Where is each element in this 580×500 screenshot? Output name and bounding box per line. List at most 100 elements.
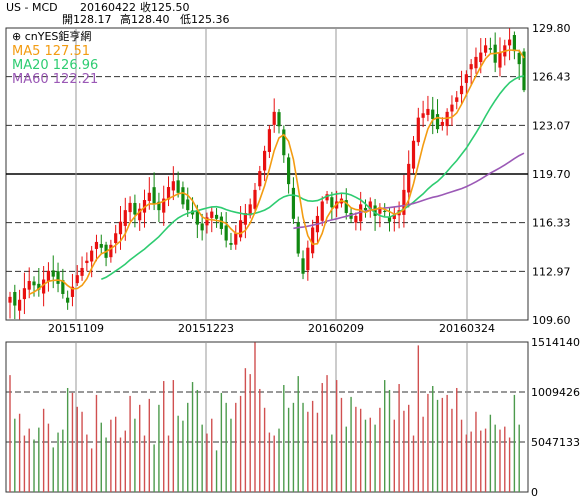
candle-body	[118, 221, 123, 235]
candle-body	[114, 233, 118, 243]
candle-body	[8, 296, 12, 303]
candle-body	[152, 187, 156, 205]
ma-lines	[28, 49, 525, 296]
candle-body	[349, 212, 353, 219]
candle-body	[210, 211, 214, 218]
ma60-line	[293, 152, 525, 230]
open-label: 開128.17	[62, 13, 112, 26]
candle-body	[224, 225, 228, 241]
candle-body	[392, 214, 396, 219]
candle-body	[94, 241, 99, 249]
candle-body	[435, 114, 440, 130]
candle-body	[450, 104, 454, 112]
candle-body	[171, 181, 175, 191]
candle-body	[272, 111, 276, 125]
price-y-axis: 129.80 126.43 123.07 119.70 116.33 112.97 109.…	[532, 22, 571, 327]
price-x-axis: 20151109 20151223 20160209 20160324	[48, 322, 495, 335]
candle-body	[330, 197, 334, 208]
candle-body	[27, 280, 31, 290]
candle-body	[195, 211, 199, 225]
price-panel: 129.80 126.43 123.07 119.70 116.33 112.97 109.…	[5, 22, 571, 335]
candle-body	[522, 51, 526, 91]
candle-body	[277, 112, 281, 127]
candle-body	[354, 215, 358, 223]
candle-body	[176, 180, 180, 193]
candle-body	[181, 187, 185, 205]
candle-body	[138, 208, 142, 221]
candle-body	[402, 189, 406, 215]
candle-body	[32, 281, 36, 286]
candle-body	[421, 113, 425, 118]
candle-body	[147, 192, 151, 201]
candle-body	[128, 202, 132, 213]
candle-body	[80, 267, 84, 276]
ma5-line	[28, 49, 525, 296]
ma20-line	[101, 75, 525, 280]
legend-item: MA20 126.96	[12, 58, 98, 73]
candle-body	[479, 52, 483, 63]
candle-body	[267, 129, 272, 152]
candle-body	[301, 258, 305, 274]
candle-body	[109, 244, 113, 258]
volume-panel-frame	[5, 341, 529, 493]
candle-body	[363, 207, 368, 211]
brand-label: ⊕ cnYES鉅亨網	[12, 29, 91, 43]
candle-body	[248, 204, 252, 216]
candle-body	[262, 150, 267, 171]
candle-body	[512, 35, 516, 52]
candle-body	[157, 201, 161, 211]
candle-body	[368, 201, 372, 210]
candle-body	[205, 217, 209, 226]
candle-body	[214, 214, 219, 219]
volume-panel: 15141400 10094267 5047133 0	[5, 336, 580, 499]
candle-body	[325, 194, 329, 201]
candle-body	[459, 85, 464, 95]
volume-y-axis: 15141400 10094267 5047133 0	[531, 336, 580, 499]
candle-body	[162, 198, 166, 213]
candle-body	[464, 74, 468, 83]
candle-body	[22, 288, 27, 300]
candle-body	[411, 140, 416, 169]
candle-body	[306, 247, 310, 271]
candle-body	[258, 171, 262, 187]
candle-body	[426, 108, 430, 115]
low-label: 低125.36	[180, 13, 230, 26]
price-grid	[6, 28, 528, 320]
candle-body	[498, 52, 502, 68]
price-y-tick: 126.43	[532, 71, 571, 84]
price-y-tick: 116.33	[532, 217, 571, 230]
candle-body	[311, 227, 315, 254]
candle-body	[431, 109, 435, 120]
candle-body	[373, 205, 377, 216]
candle-body	[85, 260, 89, 264]
candle-body	[70, 286, 75, 297]
price-y-tick: 109.60	[532, 314, 571, 327]
candle-body	[291, 187, 296, 219]
candle-body	[407, 163, 411, 193]
volume-y-tick: 0	[531, 486, 538, 499]
candle-body	[200, 223, 204, 231]
price-x-tick: 20151109	[48, 322, 104, 335]
candle-body	[296, 222, 300, 254]
candle-body	[42, 279, 46, 294]
candle-body	[75, 275, 79, 284]
volume-y-tick: 5047133	[531, 436, 580, 449]
candle-body	[517, 52, 521, 65]
candle-body	[253, 189, 257, 209]
candle-body	[474, 56, 478, 69]
candle-body	[378, 207, 382, 214]
high-label: 高128.40	[120, 12, 170, 26]
price-y-tick: 123.07	[532, 119, 571, 132]
candle-body	[61, 280, 65, 294]
symbol-label: US - MCD	[6, 1, 58, 14]
legend-item: MA5 127.51	[12, 44, 90, 59]
candle-body	[344, 200, 348, 214]
candle-body	[455, 97, 459, 102]
candle-body	[440, 121, 444, 126]
candle-body	[186, 199, 190, 211]
candle-body	[166, 187, 171, 200]
price-y-tick: 129.80	[532, 22, 571, 35]
candle-body	[51, 270, 55, 277]
candle-body	[287, 157, 291, 185]
